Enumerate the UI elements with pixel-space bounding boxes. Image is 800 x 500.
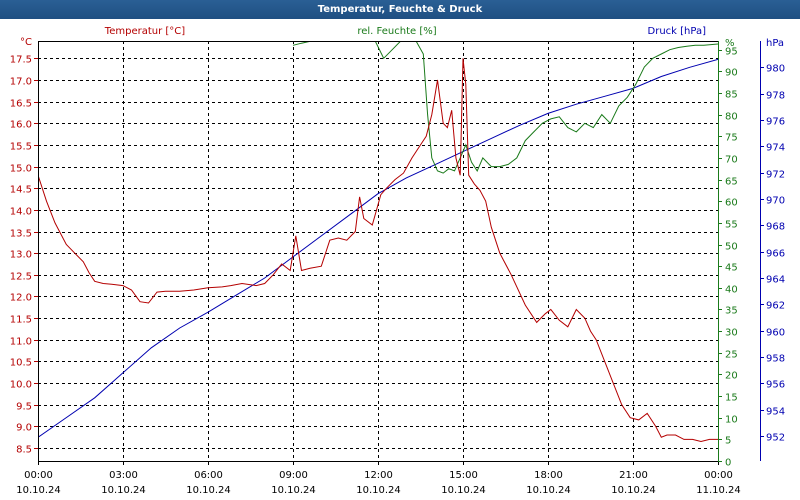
pressure-tick-label: 972: [766, 170, 785, 181]
temperature-axis-title: Temperatur [°C]: [104, 26, 185, 37]
pressure-tick-label: 962: [766, 301, 785, 312]
humidity-unit-label: %: [725, 38, 735, 49]
temperature-tick-label: 16.5: [10, 99, 32, 110]
temperature-tick-label: 11.0: [10, 337, 32, 348]
temperature-unit-label: °C: [20, 37, 32, 48]
temperature-tick-label: 15.5: [10, 142, 32, 153]
x-tick-date-label: 11.10.24: [696, 485, 741, 496]
temperature-tick-label: 9.0: [16, 423, 32, 434]
humidity-tick-label: 0: [725, 458, 731, 469]
pressure-tick-label: 954: [766, 407, 785, 418]
x-tick-time-label: 06:00: [194, 470, 223, 481]
chart-area: 00:00 10.10.24 03:00 10.10.24 06:00 10.10.24 0…: [10, 26, 785, 496]
temperature-tick-label: 10.5: [10, 358, 32, 369]
pressure-tick-label: 964: [766, 275, 785, 286]
humidity-tick-label: 70: [725, 155, 738, 166]
pressure-tick-label: 974: [766, 143, 785, 154]
grid: [38, 41, 718, 461]
pressure-tick-label: 966: [766, 249, 785, 260]
temperature-tick-label: 16.0: [10, 120, 32, 131]
series-layer: [38, 41, 718, 443]
humidity-tick-label: 50: [725, 242, 738, 253]
x-tick-time-label: 03:00: [109, 470, 138, 481]
temperature-tick-label: 11.5: [10, 315, 32, 326]
labels-layer: 00:00 10.10.24 03:00 10.10.24 06:00 10.10.24 0…: [10, 26, 785, 496]
humidity-tick-label: 40: [725, 285, 738, 296]
pressure-tick-label: 956: [766, 380, 785, 391]
x-tick-date-label: 10.10.24: [441, 485, 486, 496]
temperature-tick-label: 13.0: [10, 250, 32, 261]
x-tick-date-label: 10.10.24: [101, 485, 146, 496]
humidity-tick-label: 10: [725, 415, 738, 426]
humidity-tick-label: 55: [725, 220, 738, 231]
humidity-tick-label: 35: [725, 306, 738, 317]
axes-layer: [34, 41, 764, 465]
x-tick-time-label: 00:00: [24, 470, 53, 481]
x-tick-time-label: 12:00: [364, 470, 393, 481]
pressure-unit-label: hPa: [766, 38, 784, 49]
temperature-tick-label: 8.5: [16, 445, 32, 456]
x-tick-date-label: 10.10.24: [16, 485, 61, 496]
pressure-tick-label: 978: [766, 91, 785, 102]
humidity-tick-label: 80: [725, 112, 738, 123]
humidity-tick-label: 30: [725, 328, 738, 339]
chart-title: Temperatur, Feuchte & Druck: [0, 0, 800, 19]
humidity-tick-label: 90: [725, 68, 738, 79]
humidity-tick-label: 60: [725, 198, 738, 209]
humidity-tick-label: 20: [725, 371, 738, 382]
x-tick-date-label: 10.10.24: [611, 485, 656, 496]
humidity-series-line: [292, 41, 718, 174]
humidity-tick-label: 95: [725, 47, 738, 58]
temperature-tick-label: 9.5: [16, 402, 32, 413]
temperature-tick-label: 17.5: [10, 55, 32, 66]
humidity-tick-label: 65: [725, 177, 738, 188]
x-tick-time-label: 00:00: [704, 470, 733, 481]
humidity-tick-label: 85: [725, 90, 738, 101]
temperature-series-line: [38, 58, 718, 443]
x-tick-date-label: 10.10.24: [526, 485, 571, 496]
temperature-tick-label: 15.0: [10, 164, 32, 175]
x-tick-time-label: 18:00: [534, 470, 563, 481]
x-tick-time-label: 21:00: [619, 470, 648, 481]
temperature-tick-label: 17.0: [10, 77, 32, 88]
humidity-tick-label: 15: [725, 393, 738, 404]
humidity-tick-label: 25: [725, 350, 738, 361]
temperature-tick-label: 12.5: [10, 272, 32, 283]
x-tick-date-label: 10.10.24: [271, 485, 316, 496]
humidity-tick-label: 45: [725, 263, 738, 274]
temperature-tick-label: 13.5: [10, 229, 32, 240]
x-tick-date-label: 10.10.24: [356, 485, 401, 496]
humidity-axis-title: rel. Feuchte [%]: [357, 26, 436, 37]
x-tick-date-label: 10.10.24: [186, 485, 231, 496]
pressure-tick-label: 976: [766, 117, 785, 128]
pressure-tick-label: 968: [766, 222, 785, 233]
x-tick-time-label: 09:00: [279, 470, 308, 481]
temperature-tick-label: 10.0: [10, 380, 32, 391]
pressure-tick-label: 970: [766, 196, 785, 207]
x-tick-time-label: 15:00: [449, 470, 478, 481]
pressure-axis-title: Druck [hPa]: [648, 26, 707, 37]
temperature-tick-label: 14.0: [10, 207, 32, 218]
pressure-tick-label: 980: [766, 64, 785, 75]
humidity-tick-label: 5: [725, 436, 731, 447]
temperature-tick-label: 12.0: [10, 293, 32, 304]
humidity-tick-label: 75: [725, 133, 738, 144]
pressure-tick-label: 958: [766, 354, 785, 365]
pressure-tick-label: 952: [766, 433, 785, 444]
pressure-tick-label: 960: [766, 328, 785, 339]
temperature-tick-label: 14.5: [10, 185, 32, 196]
pressure-series-line: [38, 58, 718, 438]
